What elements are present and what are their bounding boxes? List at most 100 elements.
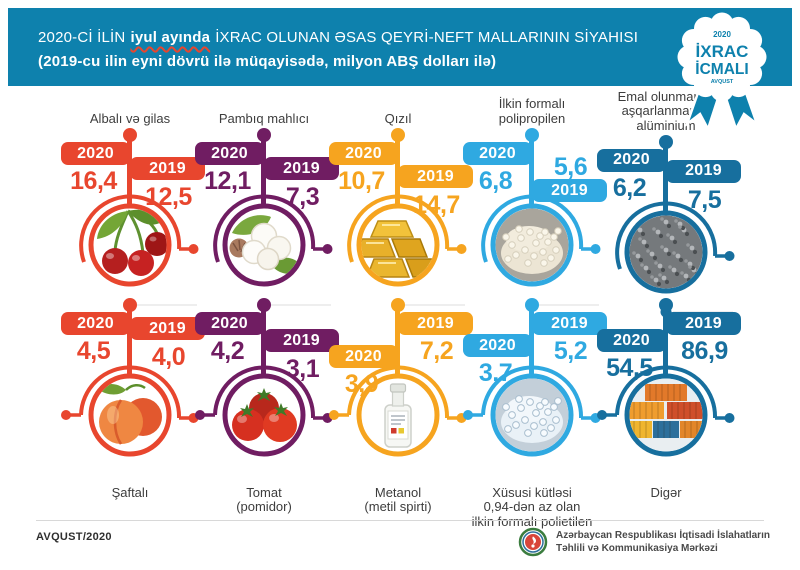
product-title: Tomat (pomidor)	[236, 485, 292, 515]
product-card: İlkin formalı polipropilen 2020 6,8 2019 …	[462, 90, 607, 320]
value-2020: 10,7	[338, 167, 385, 195]
product-card: Pambıq mahlıcı 2020 12,1 2019 7,3	[194, 90, 339, 320]
ixrac-icmali-badge: 2020 İXRAC İCMALI AVQUST	[666, 10, 778, 137]
product-title: Albalı və gilas	[89, 110, 171, 126]
value-2019: 3,1	[285, 355, 320, 383]
product-card: Albalı və gilas 2020 16,4 2019 12,5	[61, 90, 205, 320]
product-plot: 2020 6,8 2019 5,6	[462, 128, 607, 313]
flag-2020-label: 2020	[329, 345, 398, 368]
product-plot: 2020 54,5 2019 86,9	[596, 298, 741, 483]
product-image-icon	[194, 181, 334, 313]
product-row-1: Albalı və gilas 2020 16,4 2019 12,5 Pamb…	[61, 89, 741, 320]
flag-2019-label: 2019	[130, 317, 205, 340]
product-title: Metanol (metil spirti)	[364, 485, 432, 515]
flag-2019-label: 2019	[130, 157, 205, 180]
badge-scallop-icon	[677, 12, 767, 102]
product-plot: 2020 3,9 2019 7,2	[329, 298, 473, 483]
header-band: 2020-Cİ İLİN iyul ayında İXRAC OLUNAN ƏS…	[8, 8, 792, 86]
stem-dot-icon	[659, 134, 673, 149]
product-title: Xüsusi kütləsi 0,94-dən az olan ilkin form…	[471, 485, 593, 529]
header-title-highlight: iyul ayında	[130, 29, 211, 46]
product-image-icon	[60, 351, 200, 483]
value-2020: 4,5	[76, 337, 111, 365]
stem-line	[395, 135, 400, 210]
flag-2019-label: 2019	[398, 165, 473, 188]
flag-2019-label: 2019	[398, 312, 473, 335]
stem-line	[127, 305, 132, 380]
value-2020: 6,8	[478, 167, 513, 195]
stem-dot-icon	[391, 298, 405, 312]
stem-dot-icon	[123, 298, 137, 312]
value-2019: 5,2	[553, 337, 588, 365]
stem-line	[663, 141, 668, 217]
agency-name: Azərbaycan Respublikası İqtisadi İslahat…	[556, 529, 770, 555]
product-title: Digər	[650, 485, 682, 500]
value-2019: 7,3	[285, 183, 320, 211]
stem-dot-icon	[123, 128, 137, 142]
product-image-icon	[462, 181, 602, 313]
product-image-icon	[328, 181, 468, 313]
flag-2019-label: 2019	[666, 159, 741, 183]
product-title: Pambıq mahlıcı	[218, 110, 310, 126]
stem-dot-icon	[525, 298, 539, 312]
stem-line	[529, 135, 534, 210]
product-plot: 2020 16,4 2019 12,5	[61, 128, 205, 313]
product-image-icon	[596, 351, 736, 483]
value-2019: 14,7	[413, 191, 460, 219]
product-card: Qızıl 2020 10,7 2019 14,7	[328, 90, 473, 320]
product-plot: 2020 10,7 2019 14,7	[328, 128, 473, 313]
product-card: 2020 3,7 2019 5,2 Xüsusi kütləsi 0,94-dən…	[462, 298, 607, 531]
product-title: İlkin formalı polipropilen	[498, 96, 566, 126]
badge-title2: İCMALI	[695, 61, 748, 78]
product-title: Qızıl	[384, 110, 412, 126]
stem-line	[395, 305, 400, 380]
value-2020: 16,4	[70, 167, 117, 195]
value-2020: 12,1	[204, 167, 251, 195]
flag-2019-label: 2019	[532, 312, 607, 335]
product-card: 2020 4,5 2019 4,0 Şaftalı	[60, 298, 205, 531]
product-card: 2020 3,9 2019 7,2 Metanol (metil spirti)	[329, 298, 473, 531]
flag-2020-label: 2020	[61, 312, 130, 335]
header-title-pre: 2020-Cİ İLİN	[38, 29, 126, 46]
header-title: 2020-Cİ İLİN iyul ayında İXRAC OLUNAN ƏS…	[38, 29, 638, 46]
agency-name-line1: Azərbaycan Respublikası İqtisadi İslahat…	[556, 530, 770, 541]
footer-issue: AVQUST/2020	[36, 531, 112, 543]
value-2020: 6,2	[612, 173, 647, 202]
product-title: Emal olunmamış aşqarlanmamış alüminium	[617, 89, 715, 133]
value-2019: 86,9	[681, 337, 728, 365]
flag-2020-label: 2020	[597, 148, 666, 172]
flag-2020-label: 2020	[597, 329, 666, 352]
stem-line	[127, 135, 132, 210]
product-image-icon	[194, 351, 334, 483]
product-card: Emal olunmamış aşqarlanmamış alüminium 202…	[597, 89, 741, 320]
product-row-2: 2020 4,5 2019 4,0 Şaftalı 2020 4,2 2019 …	[60, 298, 741, 531]
badge-year: 2020	[713, 30, 731, 39]
value-2020: 4,2	[210, 337, 245, 365]
flag-2020-label: 2020	[195, 142, 264, 165]
footer-credit: Azərbaycan Respublikası İqtisadi İslahat…	[518, 527, 770, 557]
stem-dot-icon	[391, 128, 405, 142]
value-2019: 7,2	[419, 337, 454, 365]
header-title-post: İXRAC OLUNAN ƏSAS QEYRİ-NEFT MALLARININ …	[215, 29, 639, 46]
flag-2019-label: 2019	[264, 329, 339, 352]
footer-divider	[36, 520, 764, 521]
flag-2019-label: 2019	[532, 179, 607, 202]
value-2019: 12,5	[145, 183, 192, 211]
product-plot: 2020 4,5 2019 4,0	[60, 298, 205, 483]
stem-dot-icon	[257, 128, 271, 142]
badge-month: AVQUST	[711, 79, 734, 85]
value-2020: 3,9	[344, 370, 379, 398]
product-image-icon	[462, 351, 602, 483]
agency-emblem-icon	[518, 527, 548, 557]
value-2019: 7,5	[687, 185, 722, 214]
flag-2019-label: 2019	[666, 312, 741, 335]
agency-name-line2: Təhlili və Kommunikasiya Mərkəzi	[556, 543, 718, 554]
product-title: Şaftalı	[111, 485, 149, 500]
product-card: 2020 54,5 2019 86,9 Digər	[596, 298, 741, 531]
flag-2020-label: 2020	[195, 312, 264, 335]
product-card: 2020 4,2 2019 3,1 Tomat (pomidor)	[194, 298, 339, 531]
flag-2019-label: 2019	[264, 157, 339, 180]
flag-2020-label: 2020	[329, 142, 398, 165]
product-plot: 2020 3,7 2019 5,2	[462, 298, 607, 483]
value-2019: 5,6	[553, 153, 588, 181]
